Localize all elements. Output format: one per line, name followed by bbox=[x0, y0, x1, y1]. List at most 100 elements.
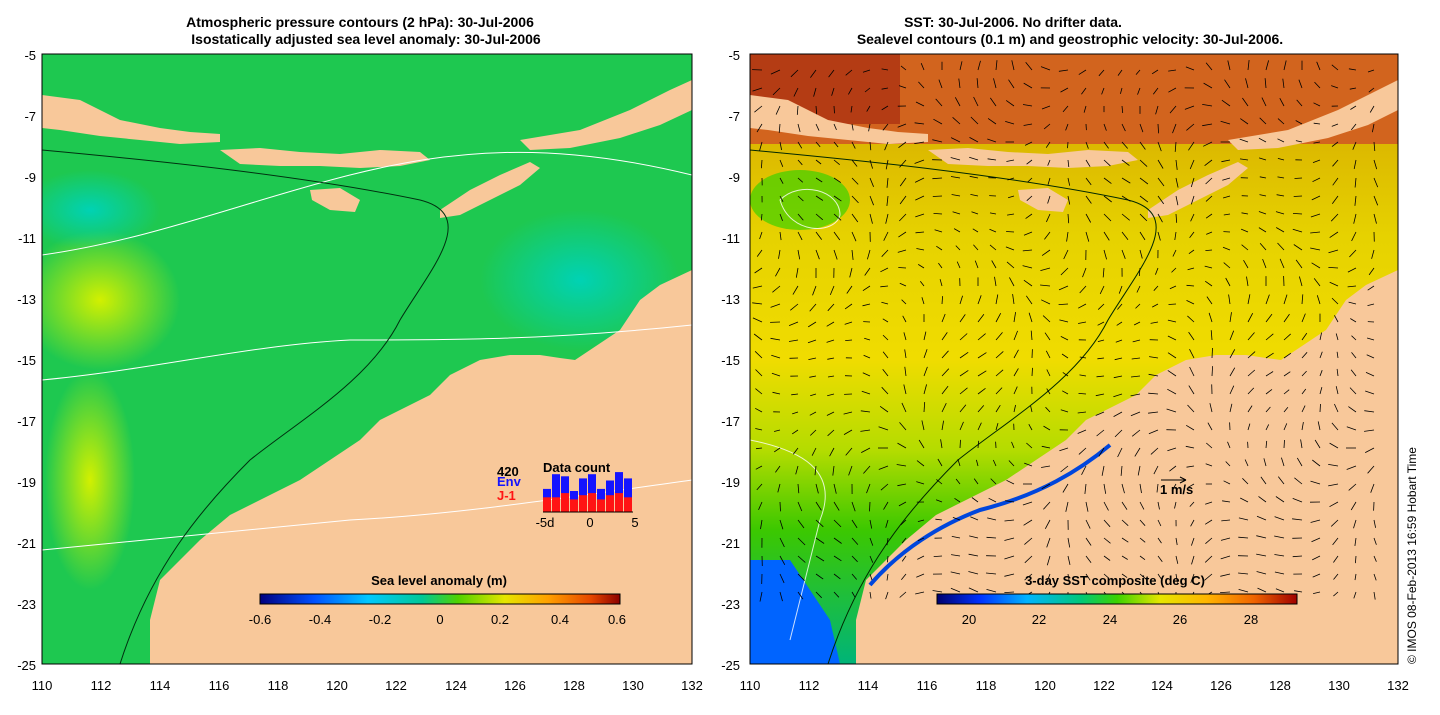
scale-arrow-label: 1 m/s bbox=[1160, 482, 1193, 497]
left-colorbar-tick: 0.4 bbox=[551, 612, 569, 627]
left-lat-tick: -13 bbox=[17, 292, 36, 307]
left-lat-tick: -11 bbox=[18, 231, 36, 246]
right-colorbar-tick: 22 bbox=[1032, 612, 1046, 627]
left-lon-tick: 114 bbox=[150, 678, 171, 693]
left-colorbar-tick: 0 bbox=[436, 612, 443, 627]
inset-j1-bar bbox=[561, 493, 569, 512]
left-lon-tick: 116 bbox=[209, 678, 230, 693]
inset-j1-label: J-1 bbox=[497, 488, 516, 503]
inset-j1-bar bbox=[588, 493, 596, 512]
right-colorbar-title: 3-day SST composite (deg C) bbox=[1025, 573, 1205, 588]
right-lon-tick: 120 bbox=[1034, 678, 1056, 693]
right-lon-tick: 118 bbox=[976, 678, 997, 693]
right-lat-tick: -11 bbox=[722, 231, 740, 246]
left-colorbar-tick: 0.6 bbox=[608, 612, 626, 627]
velocity-arrow bbox=[898, 268, 906, 269]
left-anomaly-cyan-2 bbox=[20, 170, 160, 250]
inset-j1-bar bbox=[615, 493, 623, 512]
right-lon-tick: 130 bbox=[1328, 678, 1350, 693]
velocity-arrow bbox=[1032, 368, 1033, 376]
left-lon-tick: 128 bbox=[563, 678, 585, 693]
right-lon-tick: 112 bbox=[799, 678, 820, 693]
right-title-line2: Sealevel contours (0.1 m) and geostrophi… bbox=[857, 31, 1283, 47]
left-lat-tick: -17 bbox=[17, 414, 36, 429]
left-lat-tick: -9 bbox=[24, 170, 36, 185]
left-lat-tick: -15 bbox=[17, 353, 36, 368]
inset-xtick: 5 bbox=[631, 515, 638, 530]
right-lon-tick: 110 bbox=[740, 678, 761, 693]
left-lon-tick: 122 bbox=[385, 678, 407, 693]
velocity-arrow bbox=[780, 502, 781, 511]
right-lat-tick: -7 bbox=[728, 109, 740, 124]
left-lat-tick: -23 bbox=[17, 597, 36, 612]
inset-xtick: -5d bbox=[536, 515, 555, 530]
velocity-arrow bbox=[960, 440, 961, 448]
left-map bbox=[20, 54, 692, 664]
right-lat-tick: -9 bbox=[728, 170, 740, 185]
left-colorbar-title: Sea level anomaly (m) bbox=[371, 573, 507, 588]
velocity-arrow bbox=[1295, 178, 1303, 179]
left-lat-tick: -21 bbox=[17, 536, 36, 551]
left-colorbar-tick: 0.2 bbox=[491, 612, 509, 627]
left-colorbar-tick: -0.2 bbox=[369, 612, 391, 627]
left-anomaly-yellow bbox=[20, 230, 180, 370]
left-lon-tick: 132 bbox=[681, 678, 703, 693]
inset-title: Data count bbox=[543, 460, 611, 475]
right-lon-tick: 126 bbox=[1210, 678, 1232, 693]
right-lon-tick: 124 bbox=[1151, 678, 1173, 693]
left-colorbar-tick: -0.4 bbox=[309, 612, 331, 627]
left-lon-tick: 126 bbox=[504, 678, 526, 693]
right-lat-tick: -13 bbox=[721, 292, 740, 307]
left-lon-tick: 110 bbox=[32, 678, 53, 693]
left-lat-axis: -5 -7 -9 -11 -13 -15 -17 -19 -21 -23 -25 bbox=[17, 48, 36, 673]
right-lat-axis: -5 -7 -9 -11 -13 -15 -17 -19 -21 -23 -25 bbox=[721, 48, 740, 673]
left-lon-tick: 120 bbox=[326, 678, 348, 693]
right-lat-tick: -5 bbox=[728, 48, 740, 63]
right-lat-tick: -23 bbox=[721, 597, 740, 612]
inset-j1-bar bbox=[606, 495, 614, 512]
left-lat-tick: -7 bbox=[24, 109, 36, 124]
left-lon-tick: 118 bbox=[268, 678, 289, 693]
right-colorbar-gradient bbox=[937, 594, 1297, 604]
inset-j1-bar bbox=[552, 497, 560, 512]
right-lat-tick: -25 bbox=[721, 658, 740, 673]
left-anomaly-yellow-2 bbox=[45, 370, 135, 590]
right-colorbar-tick: 20 bbox=[962, 612, 976, 627]
left-lon-tick: 130 bbox=[622, 678, 644, 693]
right-colorbar-tick: 26 bbox=[1173, 612, 1187, 627]
right-lat-tick: -15 bbox=[721, 353, 740, 368]
velocity-arrow bbox=[1068, 142, 1069, 148]
right-colorbar-tick: 28 bbox=[1244, 612, 1258, 627]
right-title-line1: SST: 30-Jul-2006. No drifter data. bbox=[904, 14, 1122, 30]
velocity-arrow bbox=[1320, 404, 1321, 412]
left-lon-tick: 124 bbox=[445, 678, 467, 693]
inset-j1-bar bbox=[570, 499, 578, 512]
velocity-arrow bbox=[1284, 440, 1285, 448]
velocity-arrow bbox=[1294, 196, 1302, 197]
velocity-arrow bbox=[933, 196, 942, 197]
left-lon-axis: 110 112 114 116 118 120 122 124 126 128 … bbox=[32, 678, 703, 693]
velocity-arrow bbox=[834, 106, 835, 113]
right-lon-tick: 114 bbox=[858, 678, 879, 693]
left-title-line1: Atmospheric pressure contours (2 hPa): 3… bbox=[186, 14, 534, 30]
right-lon-axis: 110 112 114 116 118 120 122 124 126 128 … bbox=[740, 678, 1409, 693]
left-lat-tick: -19 bbox=[17, 475, 36, 490]
velocity-arrow bbox=[1212, 348, 1213, 358]
right-lat-tick: -17 bbox=[721, 414, 740, 429]
velocity-arrow bbox=[1006, 232, 1014, 233]
velocity-arrow bbox=[1169, 304, 1177, 305]
left-lon-tick: 112 bbox=[91, 678, 112, 693]
right-lon-tick: 132 bbox=[1387, 678, 1409, 693]
inset-xtick: 0 bbox=[586, 515, 593, 530]
right-lat-tick: -19 bbox=[721, 475, 740, 490]
credit-text: © IMOS 08-Feb-2013 16:59 Hobart Time bbox=[1405, 447, 1419, 664]
right-lon-tick: 122 bbox=[1093, 678, 1115, 693]
inset-j1-bar bbox=[579, 495, 587, 512]
right-colorbar-tick: 24 bbox=[1103, 612, 1117, 627]
right-lon-tick: 128 bbox=[1269, 678, 1291, 693]
left-colorbar-gradient bbox=[260, 594, 620, 604]
left-colorbar-tick: -0.6 bbox=[249, 612, 271, 627]
inset-env-label: Env bbox=[497, 474, 522, 489]
